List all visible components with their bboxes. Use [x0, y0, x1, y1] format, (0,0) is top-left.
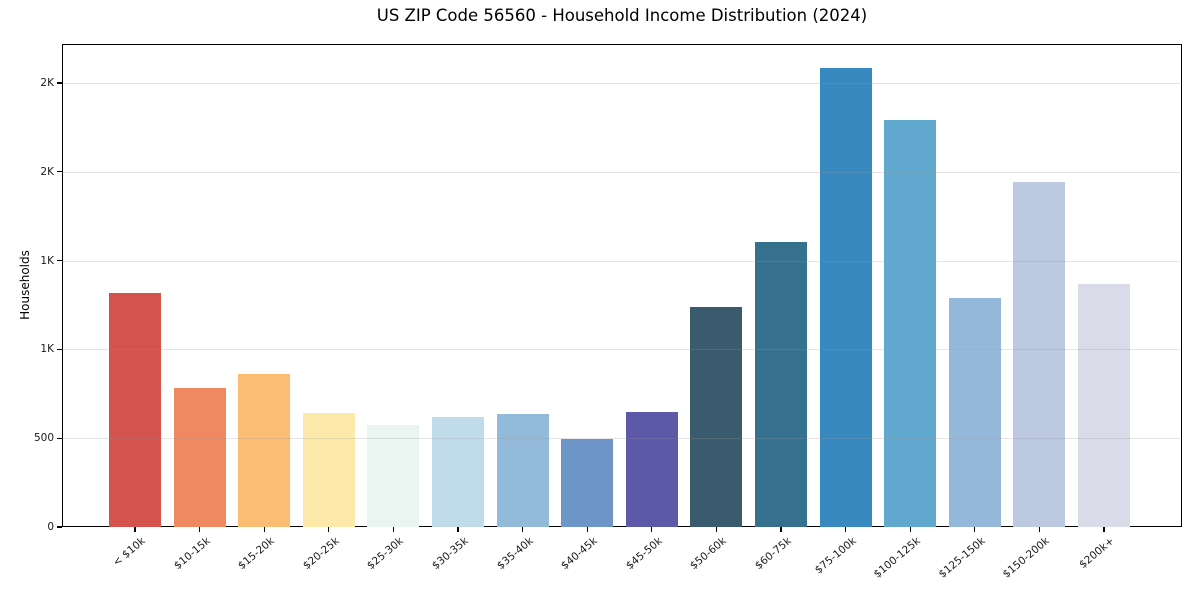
y-tick-label: 0	[47, 521, 54, 533]
x-tick-mark	[1103, 527, 1105, 532]
bar	[173, 387, 226, 527]
x-tick-mark	[651, 527, 653, 532]
x-tick-mark	[134, 527, 136, 532]
x-tick-mark	[909, 527, 911, 532]
bar	[755, 241, 807, 527]
bar	[561, 439, 614, 527]
gridline	[62, 349, 1182, 351]
y-tick-label: 2K	[40, 77, 54, 90]
chart-title: US ZIP Code 56560 - Household Income Dis…	[376, 6, 868, 25]
y-tick-label: 500	[33, 432, 54, 445]
gridline	[62, 171, 1182, 173]
x-tick-mark	[780, 527, 782, 532]
gridline	[62, 438, 1182, 440]
bar	[367, 424, 420, 527]
bar	[948, 297, 1001, 527]
x-tick-mark	[844, 527, 847, 532]
x-tick-mark	[328, 527, 330, 532]
x-tick-mark	[586, 527, 588, 532]
x-tick-mark	[263, 527, 265, 532]
y-tick-mark	[57, 259, 62, 262]
bar	[819, 67, 872, 527]
x-tick-mark	[1038, 527, 1041, 532]
x-tick-mark	[457, 527, 459, 532]
bar	[1013, 181, 1066, 527]
x-tick-mark	[715, 527, 718, 532]
bar	[302, 413, 355, 527]
y-tick-label: 1K	[40, 343, 54, 356]
y-tick-label: 2K	[40, 165, 54, 178]
bar	[496, 414, 549, 527]
bar	[884, 120, 937, 527]
bar	[625, 412, 678, 527]
bar	[432, 416, 484, 527]
y-tick-mark	[57, 348, 62, 351]
x-tick-mark	[974, 527, 976, 532]
x-tick-mark	[198, 527, 201, 532]
x-tick-label: < $10k	[110, 535, 148, 569]
bar	[109, 292, 161, 527]
gridline	[62, 260, 1182, 262]
bar	[238, 374, 291, 527]
y-tick-mark	[57, 82, 62, 84]
x-tick-mark	[392, 527, 395, 532]
y-tick-mark	[57, 526, 62, 528]
y-tick-mark	[57, 437, 62, 439]
bar	[1078, 283, 1130, 527]
y-tick-mark	[57, 171, 62, 173]
gridline	[62, 83, 1182, 85]
x-tick-mark	[521, 527, 524, 532]
y-tick-label: 1K	[40, 254, 54, 267]
bar	[690, 306, 743, 527]
